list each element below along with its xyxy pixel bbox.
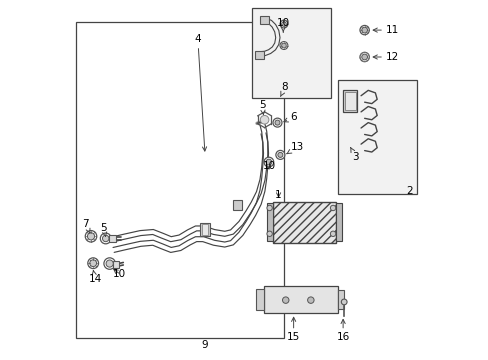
Ellipse shape <box>277 152 282 157</box>
Ellipse shape <box>330 205 335 211</box>
Ellipse shape <box>266 205 272 211</box>
Bar <box>266 203 273 241</box>
Bar <box>256 289 264 310</box>
Ellipse shape <box>106 260 113 267</box>
Bar <box>109 234 116 242</box>
Ellipse shape <box>330 231 335 237</box>
Ellipse shape <box>307 297 313 303</box>
Bar <box>337 80 416 194</box>
Ellipse shape <box>87 233 94 240</box>
Text: 6: 6 <box>284 112 297 122</box>
Ellipse shape <box>272 118 282 127</box>
Text: 1: 1 <box>275 190 281 200</box>
Bar <box>343 90 357 112</box>
Text: 10: 10 <box>113 269 126 279</box>
Ellipse shape <box>100 233 111 244</box>
Ellipse shape <box>88 258 99 269</box>
Text: 10: 10 <box>276 18 289 32</box>
Ellipse shape <box>280 20 287 28</box>
Bar <box>202 225 208 234</box>
Ellipse shape <box>282 297 288 303</box>
Ellipse shape <box>260 116 268 124</box>
Text: 3: 3 <box>350 148 358 162</box>
Text: 12: 12 <box>372 52 398 62</box>
Text: 7: 7 <box>82 219 90 233</box>
Bar <box>337 290 344 309</box>
Bar <box>199 223 210 236</box>
Bar <box>335 203 342 241</box>
Ellipse shape <box>266 231 272 237</box>
Ellipse shape <box>359 26 368 35</box>
Ellipse shape <box>104 258 115 269</box>
Ellipse shape <box>265 159 271 165</box>
Text: 10: 10 <box>262 161 275 171</box>
Text: 9: 9 <box>202 340 208 350</box>
Bar <box>251 8 330 98</box>
Ellipse shape <box>359 52 368 62</box>
Bar <box>260 16 268 24</box>
Ellipse shape <box>275 150 285 159</box>
Bar <box>344 92 355 110</box>
Bar <box>76 22 284 338</box>
Bar <box>264 286 337 313</box>
Ellipse shape <box>281 43 285 48</box>
Ellipse shape <box>341 299 346 305</box>
Bar <box>113 261 119 267</box>
Ellipse shape <box>280 41 287 49</box>
Bar <box>273 202 335 243</box>
Text: 5: 5 <box>101 224 107 237</box>
Text: 5: 5 <box>259 100 265 114</box>
Text: 2: 2 <box>406 186 412 196</box>
Text: 14: 14 <box>88 270 102 284</box>
Ellipse shape <box>274 120 280 125</box>
Ellipse shape <box>264 157 273 167</box>
Ellipse shape <box>85 230 97 242</box>
Bar <box>233 200 241 210</box>
Text: 16: 16 <box>336 319 349 342</box>
Text: 13: 13 <box>286 142 304 154</box>
Ellipse shape <box>361 54 367 60</box>
Text: 15: 15 <box>286 317 300 342</box>
Text: 8: 8 <box>280 82 288 96</box>
Ellipse shape <box>102 235 109 242</box>
Text: 4: 4 <box>194 35 206 151</box>
Ellipse shape <box>281 22 285 26</box>
Ellipse shape <box>90 260 96 267</box>
Text: 11: 11 <box>372 25 398 35</box>
Ellipse shape <box>361 27 367 33</box>
Bar <box>255 51 264 59</box>
